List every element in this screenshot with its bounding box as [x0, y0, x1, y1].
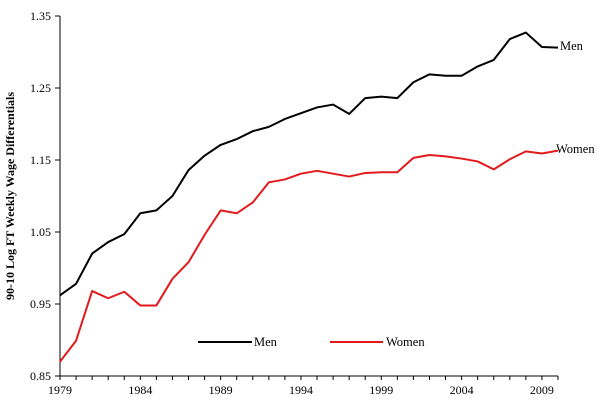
series-group	[59, 31, 559, 363]
women-series-line	[59, 149, 559, 363]
axes	[59, 16, 558, 377]
x-tick-label: 1984	[128, 383, 152, 397]
legend-men-label: Men	[254, 335, 278, 349]
x-tick-label: 1999	[369, 383, 393, 397]
x-tick-label: 2004	[450, 383, 474, 397]
x-ticks: 1979 1984 1989 1994 1999 2004 2009	[48, 376, 559, 397]
x-tick-label: 1994	[289, 383, 313, 397]
x-tick-label: 1989	[209, 383, 233, 397]
men-series-line	[59, 31, 559, 297]
legend-women-label: Women	[386, 335, 425, 349]
men-series-label: Men	[560, 39, 584, 53]
y-tick-label: 1.05	[30, 225, 51, 239]
y-ticks: 0.85 0.95 1.05 1.15 1.25 1.35	[30, 9, 60, 383]
y-tick-label: 1.25	[30, 81, 51, 95]
y-tick-label: 0.95	[30, 297, 51, 311]
y-tick-label: 0.85	[30, 369, 51, 383]
x-tick-label: 1979	[48, 383, 72, 397]
x-tick-label: 2009	[530, 383, 554, 397]
women-series-label: Women	[556, 142, 595, 156]
y-tick-label: 1.35	[30, 9, 51, 23]
y-tick-label: 1.15	[30, 153, 51, 167]
y-axis-title: 90-10 Log FT Weekly Wage Differentials	[3, 92, 17, 300]
legend: Men Women	[198, 335, 425, 349]
